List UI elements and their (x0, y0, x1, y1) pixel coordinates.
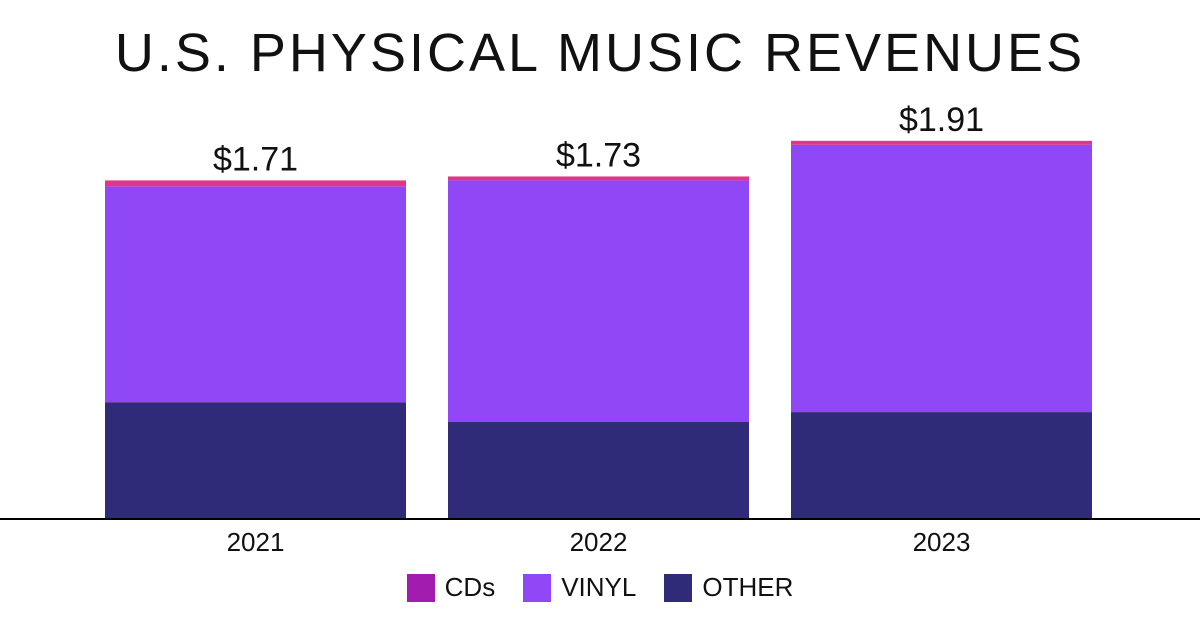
x-tick-label-2021: 2021 (227, 527, 285, 557)
bars-group (105, 140, 1092, 519)
bar-2022-other (448, 421, 749, 519)
legend-item-cds: CDs (406, 572, 496, 603)
total-label-2021: $1.71 (213, 140, 298, 178)
bar-2023-other (791, 412, 1092, 519)
x-tick-label-2023: 2023 (913, 527, 971, 557)
bar-2022-vinyl (448, 180, 749, 422)
legend-item-vinyl: VINYL (523, 572, 636, 603)
chart-title: U.S. PHYSICAL MUSIC REVENUES (114, 23, 1086, 83)
legend-label-cds: CDs (444, 572, 496, 602)
bar-2021-other (105, 402, 406, 519)
legend-swatch-vinyl (523, 573, 552, 602)
bar-2023-cds (791, 140, 1092, 145)
legend-swatch-cds (406, 573, 435, 602)
legend-item-other: OTHER (664, 572, 793, 603)
bar-2022-cds (448, 176, 749, 181)
legend-label-vinyl: VINYL (561, 572, 637, 602)
total-label-2023: $1.91 (899, 101, 984, 139)
legend: CDs VINYL OTHER (0, 572, 1200, 603)
bar-2023-vinyl (791, 144, 1092, 413)
x-tick-label-2022: 2022 (570, 527, 628, 557)
total-label-2022: $1.73 (556, 136, 641, 174)
bar-2021-vinyl (105, 186, 406, 403)
legend-swatch-other (664, 573, 693, 602)
legend-label-other: OTHER (702, 572, 794, 602)
labels-group: $1.71 2021 $1.73 2022 $1.91 2023 (213, 101, 984, 557)
bar-2021-cds (105, 180, 406, 187)
